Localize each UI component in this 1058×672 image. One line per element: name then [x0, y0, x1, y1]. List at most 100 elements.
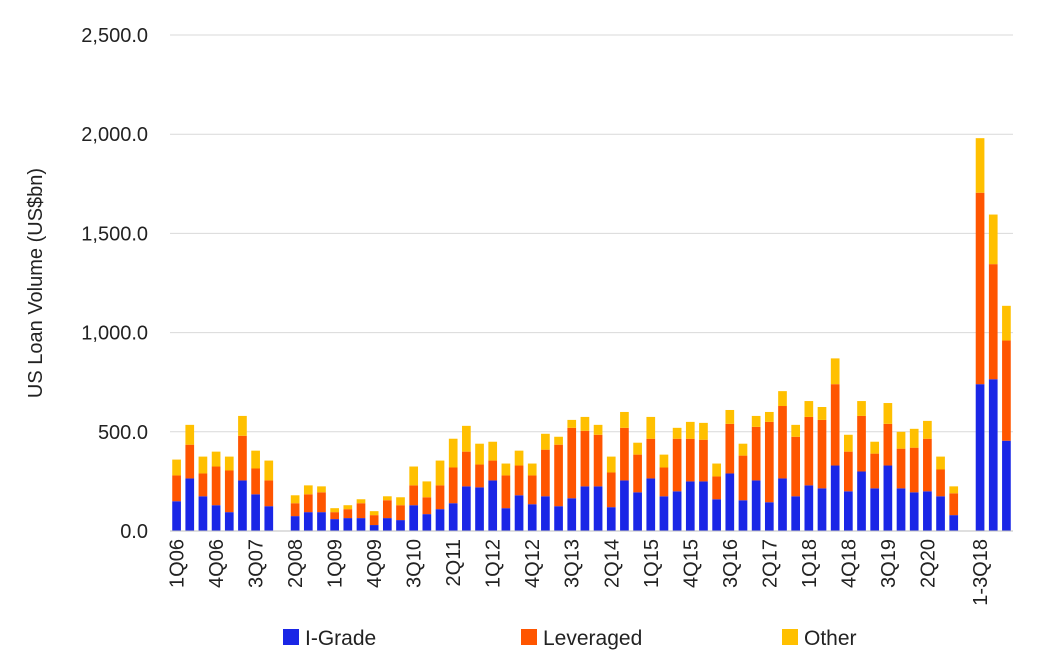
bar-segment-leveraged [672, 438, 682, 492]
bar-segment-leveraged [211, 466, 221, 506]
bar-segment-i-grade [896, 488, 906, 531]
bar-segment-other [909, 428, 919, 448]
bar-segment-leveraged [764, 421, 774, 503]
bar-segment-i-grade [672, 491, 682, 531]
bar-segment-leveraged [593, 434, 603, 487]
bar-segment-leveraged [896, 448, 906, 489]
bar-segment-other [857, 401, 866, 416]
bar-segment-i-grade [791, 496, 801, 531]
bar-segment-i-grade [606, 507, 616, 531]
legend-swatch [283, 629, 299, 645]
bar-segment-i-grade [330, 519, 339, 531]
bar-segment-i-grade [870, 488, 880, 531]
bar-segment-leveraged [330, 512, 339, 520]
bar-segment-i-grade [975, 384, 985, 531]
bar-segment-i-grade [382, 518, 392, 531]
bar-segment-leveraged [830, 384, 840, 466]
bar-segment-leveraged [659, 467, 669, 497]
bar-segment-leveraged [409, 485, 419, 506]
bar-segment-other [238, 415, 247, 436]
bar-segment-other [527, 463, 537, 476]
bar-segment-i-grade [725, 473, 735, 531]
bar-segment-i-grade [844, 491, 853, 531]
bar-segment-other [685, 421, 695, 439]
bar-segment-i-grade [659, 496, 669, 531]
bar-segment-other [883, 403, 893, 424]
bar-segment-leveraged [448, 467, 458, 504]
bar-segment-leveraged [488, 460, 498, 481]
bar-segment-other [369, 511, 379, 516]
bar-segment-i-grade [172, 501, 181, 531]
bar-segment-leveraged [923, 438, 932, 492]
bar-segment-leveraged [857, 415, 866, 472]
y-axis-label: US Loan Volume (US$bn) [25, 168, 47, 398]
bar-segment-i-grade [685, 481, 695, 531]
bar-segment-other [290, 495, 300, 504]
bar-segment-i-grade [738, 500, 748, 531]
bar-segment-other [462, 425, 471, 452]
bar-segment-leveraged [883, 423, 893, 466]
bar-segment-other [185, 424, 195, 445]
bar-segment-leveraged [817, 419, 827, 489]
bar-segment-leveraged [988, 264, 998, 380]
bar-segment-other [778, 391, 787, 407]
x-tick-label: 1Q09 [325, 539, 347, 588]
bar-segment-i-grade [462, 486, 471, 531]
bar-segment-i-grade [369, 525, 379, 531]
bar-segment-leveraged [909, 447, 919, 493]
x-tick-label: 4Q15 [680, 539, 702, 588]
bar-segment-leveraged [396, 505, 405, 521]
bar-segment-other [382, 496, 392, 501]
bar-segment-i-grade [422, 514, 432, 531]
bar-segment-i-grade [646, 478, 656, 531]
x-axis-tick-labels: 1Q06 4Q06 3Q07 2Q08 1Q09 4Q09 3Q10 2Q11 1Q12 4Q12… [167, 539, 992, 606]
bar-segment-other [738, 443, 748, 456]
bar-segment-leveraged [778, 406, 787, 479]
bar-segment-other [751, 415, 761, 427]
bar-segment-other [172, 459, 181, 476]
bar-segment-leveraged [751, 426, 761, 481]
bar-segment-other [949, 486, 959, 494]
bar-segment-other [409, 466, 419, 486]
bar-segment-other [620, 411, 629, 428]
gridlines [170, 34, 1013, 433]
bar-segment-other [896, 431, 906, 449]
y-tick-label: 1,000.0 [81, 323, 148, 345]
x-tick-label: 3Q07 [246, 539, 268, 588]
bar-segment-leveraged [870, 453, 880, 489]
bar-segment-i-grade [501, 508, 511, 531]
y-tick-label: 2,000.0 [81, 124, 148, 146]
bar-segment-leveraged [949, 493, 959, 516]
bar-segment-i-grade [1002, 440, 1011, 531]
bar-segment-i-grade [435, 509, 445, 531]
bar-segment-i-grade [409, 505, 419, 531]
bar-segment-i-grade [554, 506, 563, 531]
bar-segment-i-grade [211, 505, 221, 531]
bar-segment-leveraged [475, 464, 484, 488]
x-tick-label: 4Q09 [364, 539, 386, 588]
bar-segment-other [554, 436, 563, 445]
bar-segment-other [356, 499, 366, 504]
bar-segment-other [725, 409, 735, 424]
x-tick-label: 2Q11 [443, 539, 465, 586]
bar-segment-leveraged [541, 449, 550, 497]
bar-segment-leveraged [685, 438, 695, 482]
bar-segment-i-grade [185, 478, 195, 531]
bar-segment-i-grade [475, 487, 484, 531]
bar-segment-leveraged [606, 472, 616, 508]
bar-segment-other [514, 450, 524, 466]
bar-segment-other [422, 481, 432, 498]
bar-segment-i-grade [251, 494, 260, 531]
bar-segment-i-grade [909, 492, 919, 531]
bar-segment-other [343, 505, 353, 510]
bar-segment-other [804, 401, 814, 417]
x-tick-label: 4Q06 [206, 539, 228, 588]
bar-segment-leveraged [422, 497, 432, 515]
x-tick-label: 1Q06 [167, 539, 189, 588]
bar-segment-leveraged [725, 423, 735, 474]
bar-segment-other [593, 424, 603, 435]
bar-segment-other [198, 456, 208, 474]
bar-segment-other [330, 508, 339, 513]
bar-segment-i-grade [527, 504, 537, 531]
x-tick-label: 2Q20 [917, 539, 939, 588]
